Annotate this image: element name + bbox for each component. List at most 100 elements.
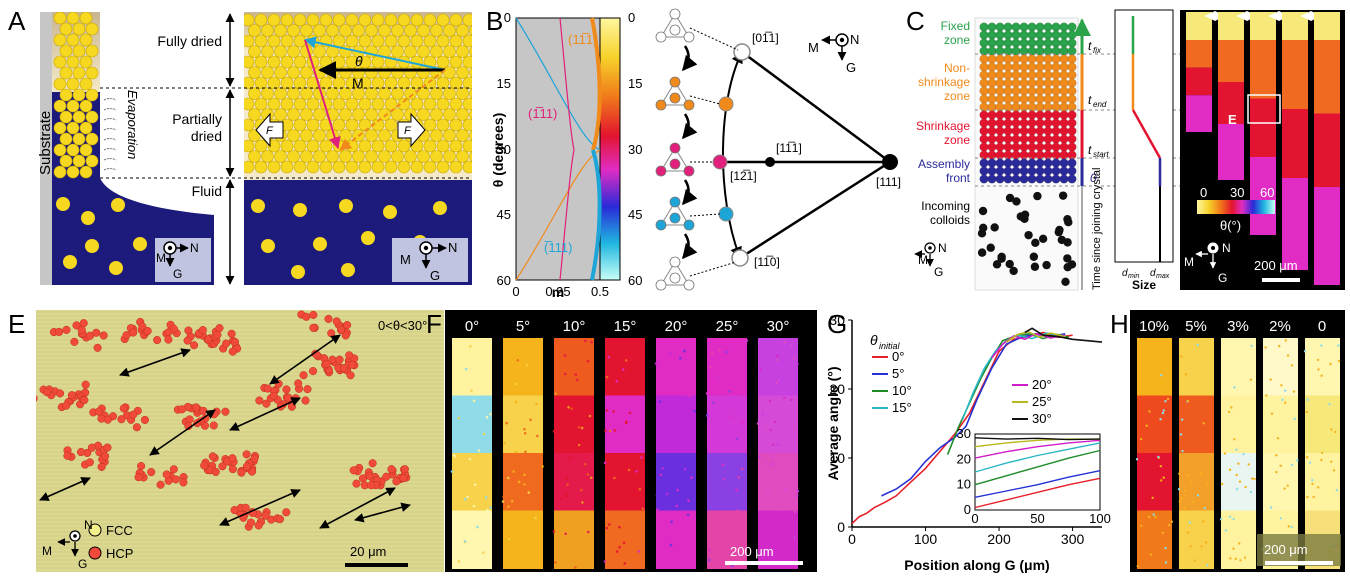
axis-g-a2: G (430, 268, 440, 283)
particle (423, 55, 437, 69)
hcp-particle (213, 330, 222, 339)
hcp-particle (62, 325, 71, 334)
particle (410, 55, 424, 69)
hcp-particle (343, 320, 352, 330)
d-inset-box (1247, 94, 1281, 124)
c-particle (1067, 158, 1077, 168)
c-particle (1067, 78, 1077, 88)
h-strip-seg (1263, 395, 1298, 454)
h-speckle (1243, 556, 1247, 559)
f-speckle (623, 562, 627, 565)
d-cbar-label: θ(°) (1220, 218, 1241, 233)
hcp-particle (171, 475, 180, 484)
h-speckle (1238, 480, 1242, 483)
particle (79, 55, 93, 69)
c-particle (1003, 158, 1013, 168)
tri-outline (660, 81, 690, 106)
f-speckle (517, 434, 520, 438)
h-strip-seg (1305, 395, 1340, 454)
b-cbar-tick-30: 30 (628, 142, 642, 157)
particle (345, 139, 359, 153)
panel-b-label: B (486, 6, 503, 36)
c-particle (1027, 30, 1037, 40)
c-particle (1043, 78, 1053, 88)
c-particle (1043, 22, 1053, 32)
tri-arrow (682, 45, 698, 72)
f-speckle (771, 443, 775, 447)
particle (274, 87, 287, 100)
tri-particle (669, 8, 681, 20)
particle (378, 87, 391, 100)
e-arrow (219, 489, 301, 526)
dir-111: [111] (876, 175, 901, 189)
h-speckle (1136, 565, 1139, 568)
dmin: d (1122, 268, 1128, 279)
h-speckle (1269, 506, 1273, 509)
c-particle (1067, 118, 1077, 128)
particle (244, 160, 255, 174)
b-colorbar (599, 17, 621, 281)
hcp-particle (183, 336, 192, 345)
f-strip-label: 15° (614, 318, 637, 335)
f-speckle (661, 531, 664, 535)
hcp-particle (97, 462, 106, 471)
c-particle (1011, 166, 1021, 176)
c-particle (1035, 126, 1045, 136)
particle (59, 66, 73, 80)
d-inset-label: E (1228, 112, 1237, 127)
particle (53, 55, 67, 69)
f-speckle (635, 469, 638, 473)
f-speckle (523, 427, 526, 431)
h-speckle (1145, 360, 1148, 363)
f-speckle (735, 488, 738, 492)
incoming-1: Incoming (921, 199, 970, 213)
f-speckle (711, 401, 715, 405)
c-particle (1043, 86, 1053, 96)
h-strip-seg (1137, 395, 1172, 454)
f-speckle (721, 463, 725, 466)
e-arrow (229, 397, 301, 431)
particle (339, 150, 352, 163)
f-speckle (523, 507, 526, 511)
f-speckle (574, 566, 577, 569)
particle (261, 24, 274, 37)
hcp-particle (99, 331, 108, 340)
panel-a-label: A (8, 6, 26, 36)
particle (404, 150, 417, 163)
hcp-particle (103, 443, 112, 452)
c-particle (1059, 158, 1069, 168)
g-inset-line (974, 449, 1101, 486)
hcp-particle (36, 395, 38, 402)
particle (345, 76, 359, 90)
particle (358, 97, 372, 111)
c-particle (1003, 110, 1013, 120)
c-particle (1059, 70, 1069, 80)
c-particle (995, 22, 1005, 32)
hcp-particle (143, 326, 152, 336)
f-speckle (729, 347, 732, 351)
particle (417, 24, 430, 37)
b-ytick-0: 0 (504, 10, 511, 25)
h-speckle (1290, 463, 1294, 467)
c-particle (987, 86, 997, 96)
f-speckle (708, 366, 712, 369)
particle (456, 150, 469, 163)
f-strip-seg (656, 395, 696, 454)
c-particle (1011, 78, 1021, 88)
h-speckle (1275, 454, 1278, 457)
c-particle (1003, 126, 1013, 136)
particle (248, 150, 261, 163)
particle (423, 160, 437, 174)
hcp-particle (162, 470, 171, 479)
h-strip-seg (1179, 510, 1214, 569)
f-speckle (762, 479, 766, 483)
particle (384, 34, 398, 48)
g-xlabel: Position along G (μm) (904, 557, 1049, 573)
particle (430, 45, 443, 58)
particle (326, 87, 339, 100)
f-speckle (466, 495, 469, 499)
particle (358, 76, 372, 90)
particle (397, 139, 411, 153)
axis-g-a: G (173, 267, 182, 281)
particle (248, 87, 261, 100)
